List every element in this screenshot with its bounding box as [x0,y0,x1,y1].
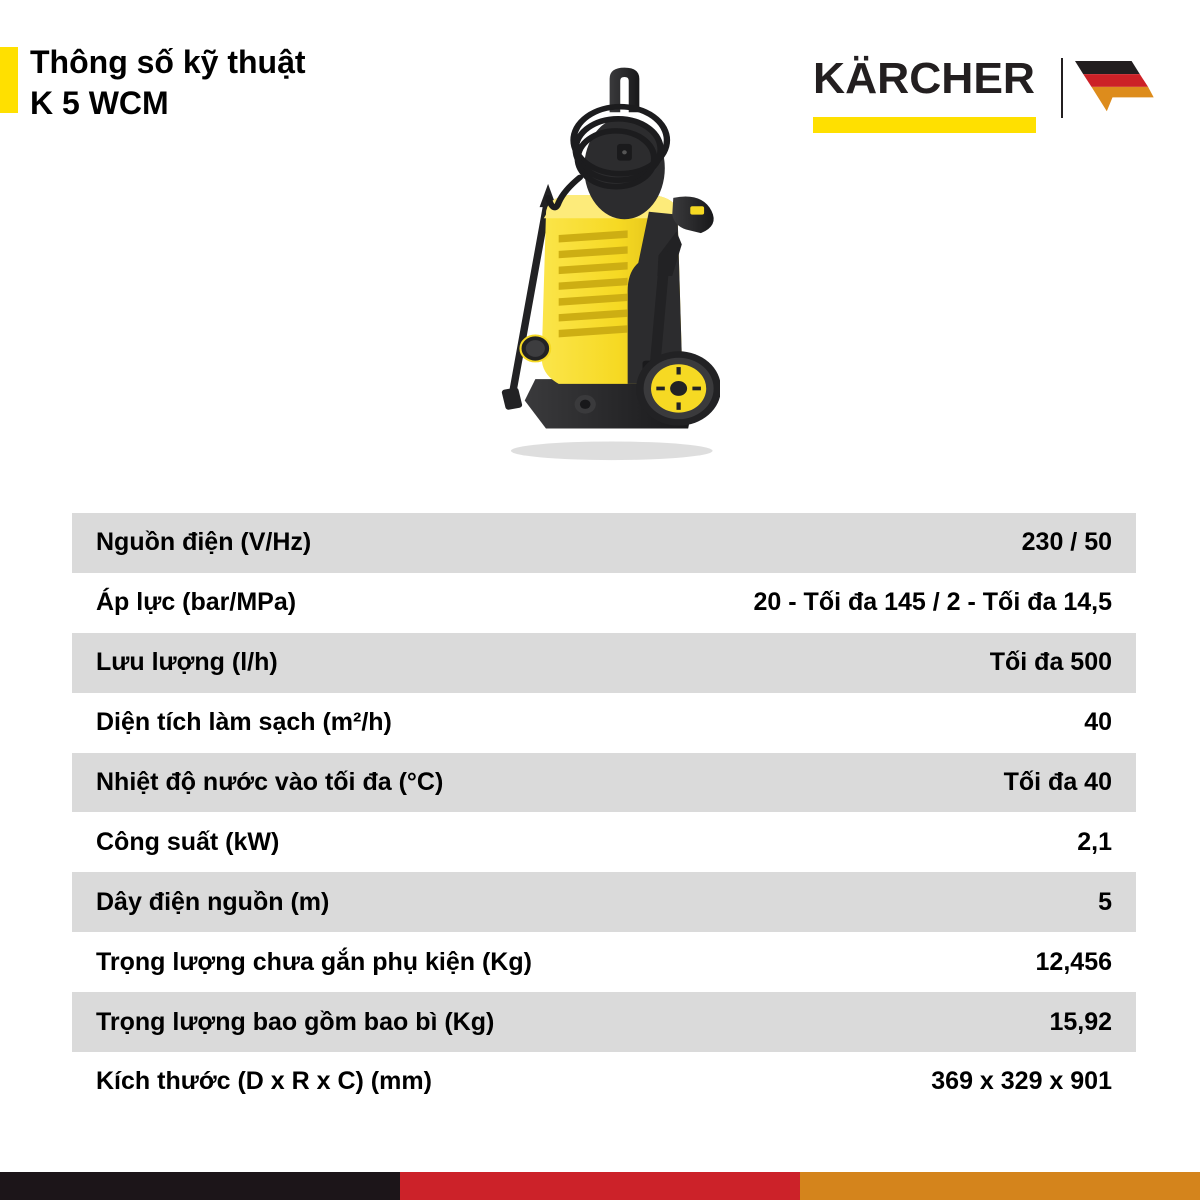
svg-text:KÄRCHER: KÄRCHER [813,54,1035,103]
